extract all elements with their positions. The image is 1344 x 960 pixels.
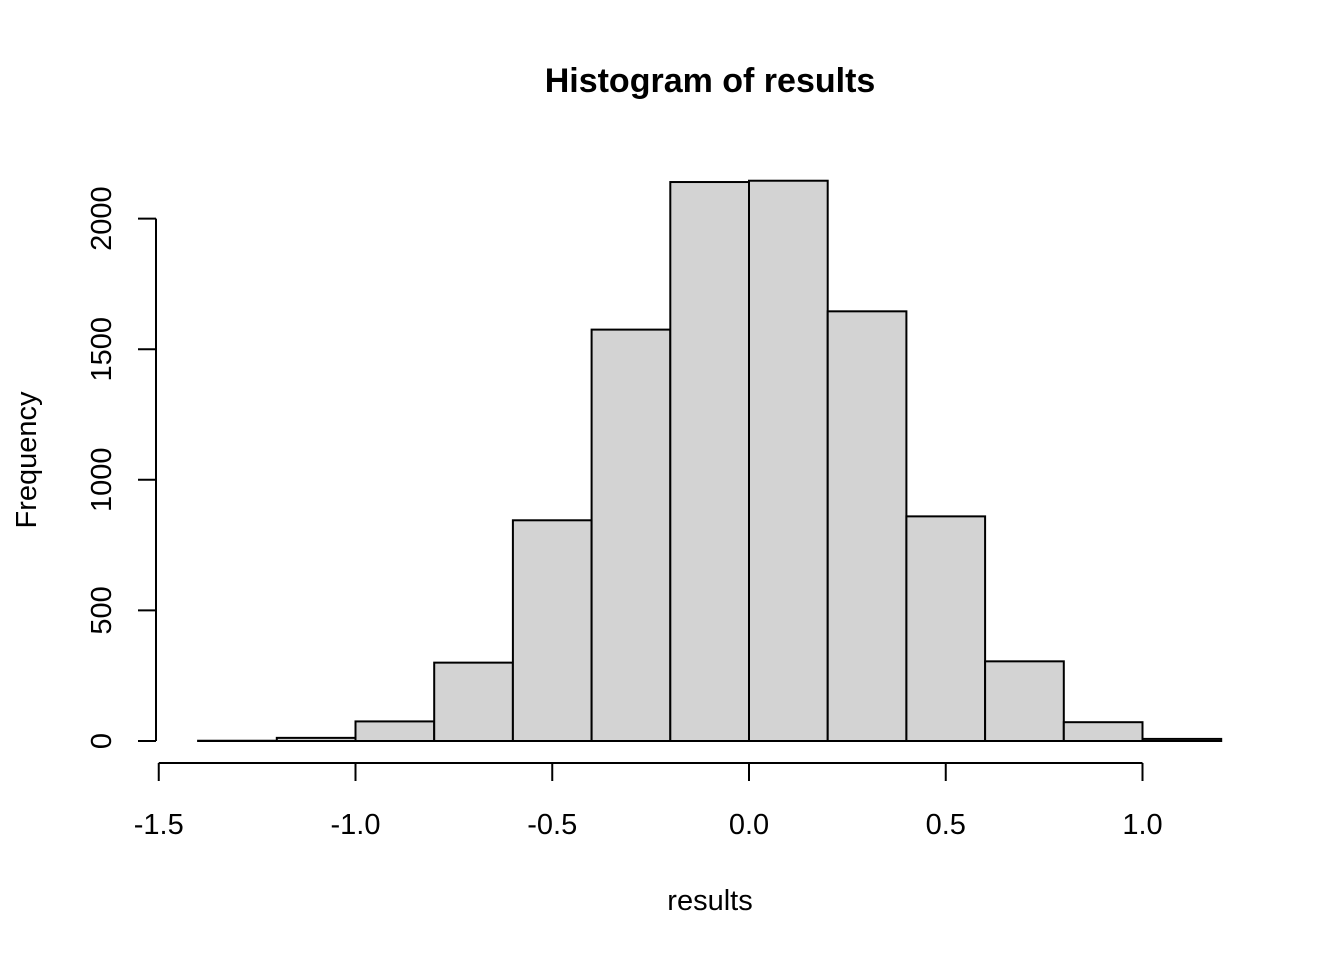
y-tick-label: 1500 [86,317,118,382]
histogram-bar-4 [511,519,593,743]
histogram-bar-12 [1141,737,1223,743]
x-tick-label: 0.0 [729,809,769,841]
histogram-bar-6 [669,181,750,743]
y-axis: 0 500 1000 1500 2000 [86,186,157,749]
histogram-bar-8 [826,310,908,742]
histogram-bar-9 [905,515,987,742]
bars-group [197,179,1223,743]
x-axis: -1.5 -1.0 -0.5 0.0 0.5 1.0 [134,762,1163,841]
histogram-bar-10 [984,660,1065,742]
histogram-bar-2 [354,720,436,742]
x-tick-label: -1.0 [331,809,381,841]
y-tick-label: 2000 [86,186,118,251]
y-tick-label: 500 [86,586,118,634]
histogram-bar-1 [275,736,357,743]
histogram-bar-11 [1062,721,1144,743]
x-tick-label: 0.5 [926,809,966,841]
x-tick-label: 1.0 [1122,809,1162,841]
x-tick-label: -0.5 [527,809,577,841]
histogram-bar-3 [433,661,514,743]
x-tick-label: -1.5 [134,809,184,841]
chart-title: Histogram of results [545,62,876,100]
y-axis-label: Frequency [11,391,43,529]
x-axis-label: results [667,885,752,917]
y-tick-label: 0 [86,733,118,749]
histogram-bar-5 [590,328,672,742]
y-tick-label: 1000 [86,448,118,513]
histogram-bar-7 [748,179,829,742]
